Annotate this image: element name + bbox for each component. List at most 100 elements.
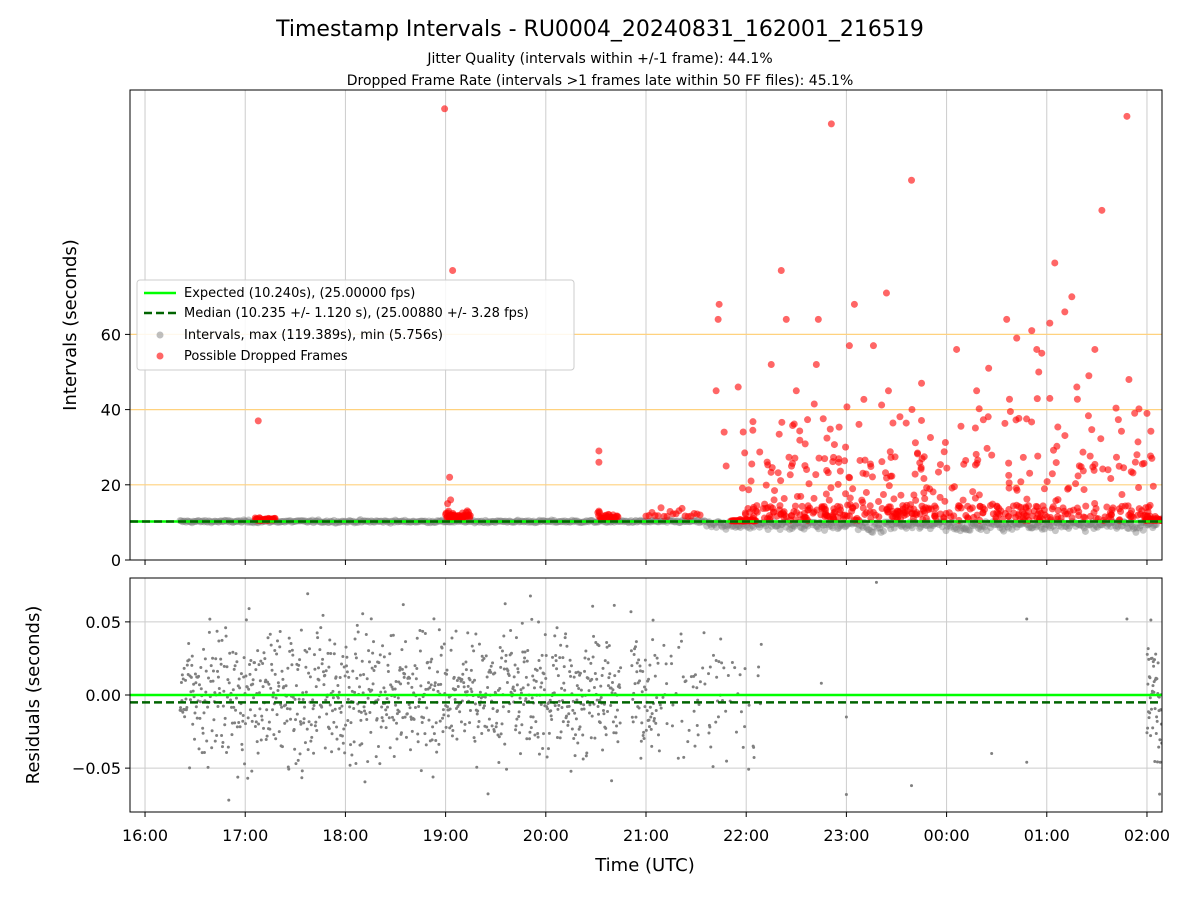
residual-point: [213, 691, 217, 695]
dropped-point: [834, 480, 842, 488]
residual-point: [910, 784, 914, 788]
residual-point: [557, 703, 561, 707]
residual-point: [466, 631, 470, 635]
residual-point: [606, 684, 610, 688]
residual-point: [743, 667, 747, 671]
interval-point: [965, 526, 973, 534]
dropped-outlier-point: [1098, 206, 1106, 214]
residual-point: [595, 677, 599, 681]
residual-point: [378, 762, 382, 766]
residual-point: [598, 698, 602, 702]
residual-point: [559, 643, 563, 647]
residual-point: [264, 738, 268, 742]
dropped-point: [815, 454, 823, 462]
residual-point: [217, 639, 221, 643]
dropped-point: [846, 494, 854, 502]
interval-point: [855, 521, 863, 529]
residual-point: [606, 709, 610, 713]
residual-point: [323, 746, 327, 750]
residual-point: [260, 718, 264, 722]
residual-point: [427, 681, 431, 685]
residual-point: [350, 753, 354, 757]
interval-point: [815, 525, 823, 533]
interval-point: [732, 523, 740, 531]
residual-point: [413, 705, 417, 709]
dropped-point: [805, 480, 813, 488]
residual-point: [464, 660, 468, 664]
residual-point: [253, 724, 257, 728]
residual-point: [492, 729, 496, 733]
dropped-point: [1138, 460, 1146, 468]
residual-point: [339, 710, 343, 714]
residual-point: [415, 636, 419, 640]
dropped-point: [856, 456, 864, 464]
dropped-point: [1005, 479, 1013, 487]
interval-point: [986, 523, 994, 531]
dropped-point: [774, 469, 782, 477]
residual-point: [209, 679, 213, 683]
dropped-point: [1015, 510, 1023, 518]
residual-point: [617, 683, 621, 687]
dropped-point: [866, 460, 874, 468]
residual-point: [312, 653, 316, 657]
residual-point: [243, 762, 247, 766]
interval-point: [836, 522, 844, 530]
residual-point: [210, 729, 214, 733]
residual-point: [489, 670, 493, 674]
interval-point: [782, 523, 790, 531]
dropped-point: [444, 500, 452, 508]
dropped-point: [926, 485, 934, 493]
residual-point: [493, 671, 497, 675]
residual-point: [458, 710, 462, 714]
residual-point: [711, 765, 715, 769]
residual-point: [391, 687, 395, 691]
residual-point: [644, 728, 648, 732]
residual-point: [362, 673, 366, 677]
dropped-outlier-point: [884, 387, 892, 395]
residual-point: [372, 640, 376, 644]
residual-point: [336, 696, 340, 700]
residual-point: [568, 658, 572, 662]
residual-point: [500, 649, 504, 653]
interval-point: [1118, 522, 1126, 530]
interval-point: [710, 521, 718, 529]
dropped-point: [1120, 464, 1128, 472]
top-y-tick-label: 0: [111, 551, 121, 570]
residual-point: [643, 658, 647, 662]
residual-point: [647, 725, 651, 729]
dropped-point: [1092, 504, 1100, 512]
residual-point: [644, 688, 648, 692]
residual-point: [635, 670, 639, 674]
residual-point: [529, 715, 533, 719]
dropped-point: [986, 501, 994, 509]
residual-point: [752, 755, 756, 759]
residual-point: [353, 690, 357, 694]
residual-point: [221, 740, 225, 744]
interval-point: [1149, 524, 1157, 532]
residual-point: [278, 645, 282, 649]
residual-point: [402, 675, 406, 679]
dropped-point: [845, 473, 853, 481]
residual-point: [1025, 617, 1029, 621]
residual-point: [730, 660, 734, 664]
dropped-point: [1088, 426, 1096, 434]
dropped-point: [1005, 395, 1013, 403]
interval-point: [968, 522, 976, 530]
residual-point: [1149, 734, 1153, 738]
residual-point: [442, 642, 446, 646]
residual-point: [648, 663, 652, 667]
residual-point: [692, 709, 696, 713]
dropped-point: [920, 489, 928, 497]
residual-point: [288, 649, 292, 653]
interval-point: [929, 522, 937, 530]
residual-point: [282, 685, 286, 689]
residual-point: [580, 707, 584, 711]
residual-point: [214, 657, 218, 661]
residual-point: [558, 736, 562, 740]
residual-point: [714, 658, 718, 662]
dropped-point: [654, 512, 662, 520]
residual-point: [583, 669, 587, 673]
residual-point: [295, 712, 299, 716]
residual-point: [238, 686, 242, 690]
residual-point: [574, 717, 578, 721]
